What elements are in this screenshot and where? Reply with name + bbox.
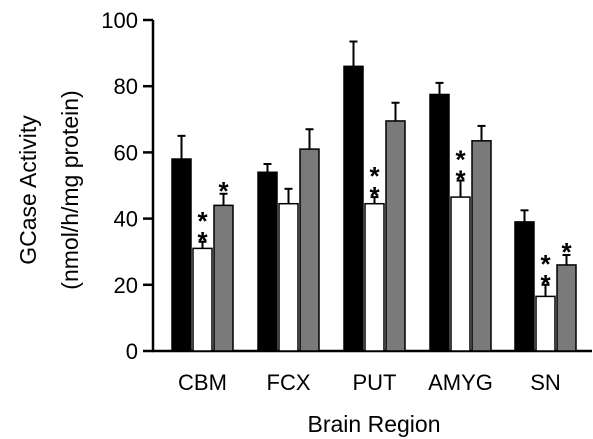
significance-marker: * <box>369 161 380 191</box>
y-axis-title-line2: (nmol/h/mg protein) <box>57 90 83 289</box>
category-label-fcx: FCX <box>267 370 311 395</box>
significance-marker: * <box>455 145 466 175</box>
y-axis-title-line1: GCase Activity <box>15 115 41 265</box>
significance-marker: * <box>540 269 551 299</box>
significance-marker: * <box>455 165 466 195</box>
x-axis-title: Brain Region <box>308 411 441 437</box>
significance-marker: * <box>197 206 208 236</box>
category-label-amyg: AMYG <box>428 370 493 395</box>
bar-fcx-2 <box>299 148 320 352</box>
bars: *** ******* <box>171 40 577 352</box>
bar-put-2 <box>385 120 406 352</box>
bar-cbm-2 <box>213 204 234 352</box>
bar-sn-0 <box>514 221 535 352</box>
bar-amyg-1 <box>450 196 471 352</box>
significance-marker: * <box>369 181 380 211</box>
y-tick-label: 60 <box>114 140 138 165</box>
significance-marker: * <box>197 226 208 256</box>
significance-marker: * <box>561 237 572 267</box>
bar-fcx-1 <box>278 202 299 352</box>
category-label-sn: SN <box>530 370 561 395</box>
bar-fcx-0 <box>257 171 278 352</box>
significance-marker: * <box>540 249 551 279</box>
category-labels: CBM FCX PUT AMYG SN <box>178 370 561 395</box>
y-tick-label: 0 <box>126 339 138 364</box>
bar-cbm-1 <box>192 247 213 352</box>
significance-marker: * <box>218 176 229 206</box>
y-ticks: 0 20 40 60 80 100 <box>101 8 153 364</box>
bar-cbm-0 <box>171 158 192 352</box>
bar-put-1 <box>364 202 385 352</box>
category-label-put: PUT <box>353 370 397 395</box>
y-tick-label: 80 <box>114 74 138 99</box>
bar-amyg-0 <box>429 93 450 352</box>
y-tick-label: 40 <box>114 207 138 232</box>
bar-sn-1 <box>535 295 556 352</box>
category-label-cbm: CBM <box>178 370 227 395</box>
y-tick-label: 100 <box>101 8 138 33</box>
bar-sn-2 <box>556 264 577 352</box>
bar-put-0 <box>343 65 364 352</box>
y-tick-label: 20 <box>114 273 138 298</box>
bar-amyg-2 <box>471 140 492 352</box>
